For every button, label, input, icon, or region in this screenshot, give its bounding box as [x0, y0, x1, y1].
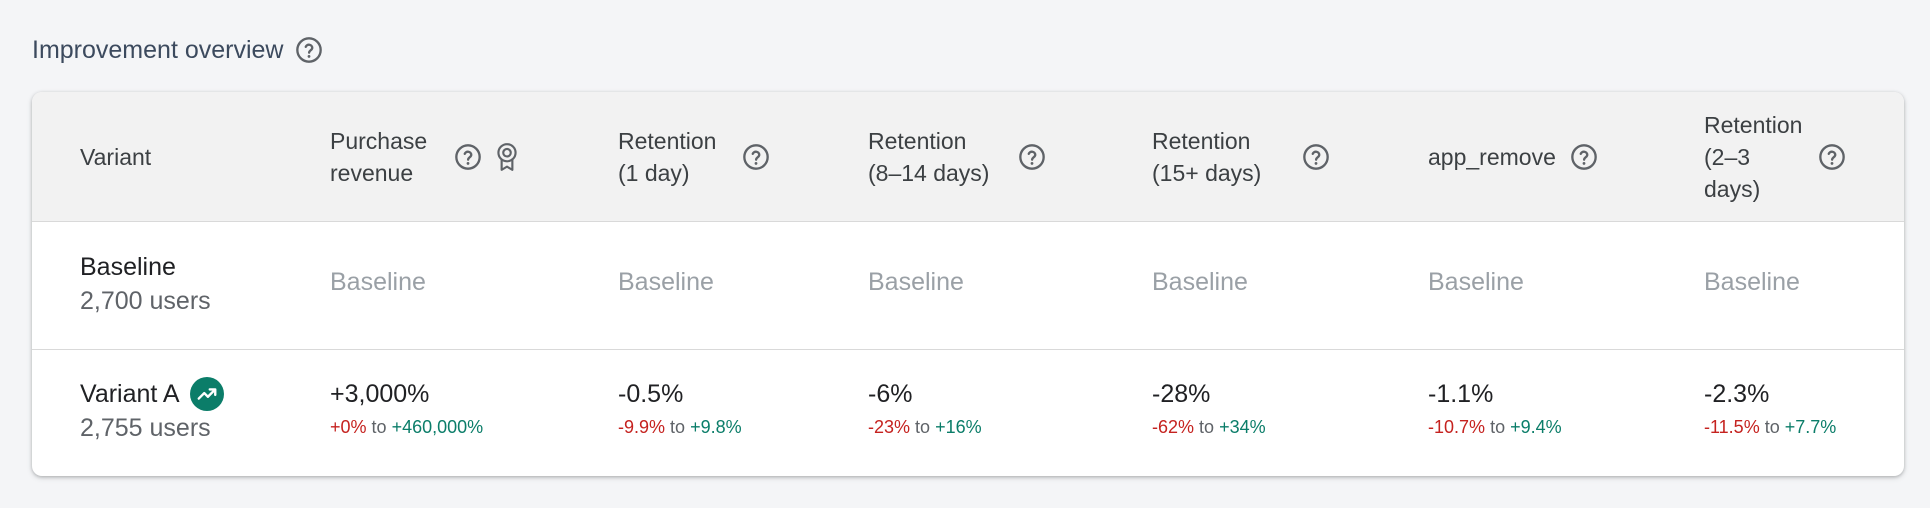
improvement-value: -0.5%: [618, 380, 684, 408]
column-header-retention-15-plus-days: Retention (15+ days): [1152, 92, 1402, 221]
column-label: app_remove: [1428, 143, 1556, 170]
column-label: Purchase revenue: [330, 127, 428, 186]
improvement-cell-app-remove: -1.1% -10.7% to +9.4%: [1428, 377, 1562, 438]
improvement-cell-retention-15-plus-days: -28% -62% to +34%: [1152, 377, 1266, 438]
help-icon[interactable]: [1818, 143, 1846, 171]
help-icon[interactable]: [742, 143, 770, 171]
column-header-app-remove: app_remove: [1428, 92, 1678, 221]
improvement-cell-purchase-revenue: +3,000% +0% to +460,000%: [330, 377, 483, 438]
baseline-value: Baseline: [868, 268, 964, 296]
variant-name: Baseline: [80, 253, 176, 281]
column-label: Retention (2–3 days): [1704, 111, 1803, 202]
baseline-value: Baseline: [330, 268, 426, 296]
improvement-cell-retention-2-3-days: -2.3% -11.5% to +7.7%: [1704, 377, 1836, 438]
baseline-value: Baseline: [1428, 268, 1524, 296]
improvement-cell-retention-1-day: -0.5% -9.9% to +9.8%: [618, 377, 742, 438]
column-header-retention-1-day: Retention (1 day): [618, 92, 838, 221]
column-header-purchase-revenue: Purchase revenue: [330, 92, 580, 221]
improvement-value: +3,000%: [330, 380, 430, 408]
page-title: Improvement overview: [32, 35, 284, 64]
table-header: [32, 92, 1904, 222]
variant-name: Variant A: [80, 380, 180, 408]
column-label: Retention (8–14 days): [868, 127, 990, 186]
column-label: Retention (1 day): [618, 127, 717, 186]
row-divider: [32, 349, 1904, 350]
confidence-interval: -23% to +16%: [868, 417, 982, 437]
column-label: Retention (15+ days): [1152, 127, 1262, 186]
improvement-value: -2.3%: [1704, 380, 1770, 408]
table-row-variant-a: Variant A 2,755 users: [80, 377, 224, 445]
help-icon[interactable]: [1018, 143, 1046, 171]
improvement-value: -1.1%: [1428, 380, 1494, 408]
help-icon[interactable]: [1570, 143, 1598, 171]
improvement-value: -6%: [868, 380, 913, 408]
confidence-interval: -9.9% to +9.8%: [618, 417, 742, 437]
column-header-variant: Variant: [80, 92, 280, 221]
confidence-interval: -62% to +34%: [1152, 417, 1266, 437]
award-icon: [497, 142, 517, 171]
column-header-retention-2-3-days: Retention (2–3 days): [1704, 92, 1894, 221]
help-icon[interactable]: [295, 36, 323, 64]
improvement-cell-retention-8-14-days: -6% -23% to +16%: [868, 377, 982, 438]
user-count: 2,700 users: [80, 287, 211, 315]
baseline-value: Baseline: [1704, 268, 1800, 296]
confidence-interval: -10.7% to +9.4%: [1428, 417, 1562, 437]
trending-up-icon: [189, 377, 224, 411]
help-icon[interactable]: [1302, 143, 1330, 171]
user-count: 2,755 users: [80, 414, 211, 442]
confidence-interval: +0% to +460,000%: [330, 417, 484, 437]
baseline-value: Baseline: [1152, 268, 1248, 296]
confidence-interval: -11.5% to +7.7%: [1704, 417, 1837, 437]
help-icon[interactable]: [454, 143, 482, 171]
baseline-value: Baseline: [618, 268, 714, 296]
improvement-table: Variant Purchase revenue Retention (1 da…: [32, 92, 1904, 476]
table-row-baseline: Baseline 2,700 users: [80, 250, 211, 318]
column-label: Variant: [80, 143, 152, 170]
section-header: Improvement overview: [32, 32, 323, 68]
improvement-value: -28%: [1152, 380, 1211, 408]
column-header-retention-8-14-days: Retention (8–14 days): [868, 92, 1118, 221]
